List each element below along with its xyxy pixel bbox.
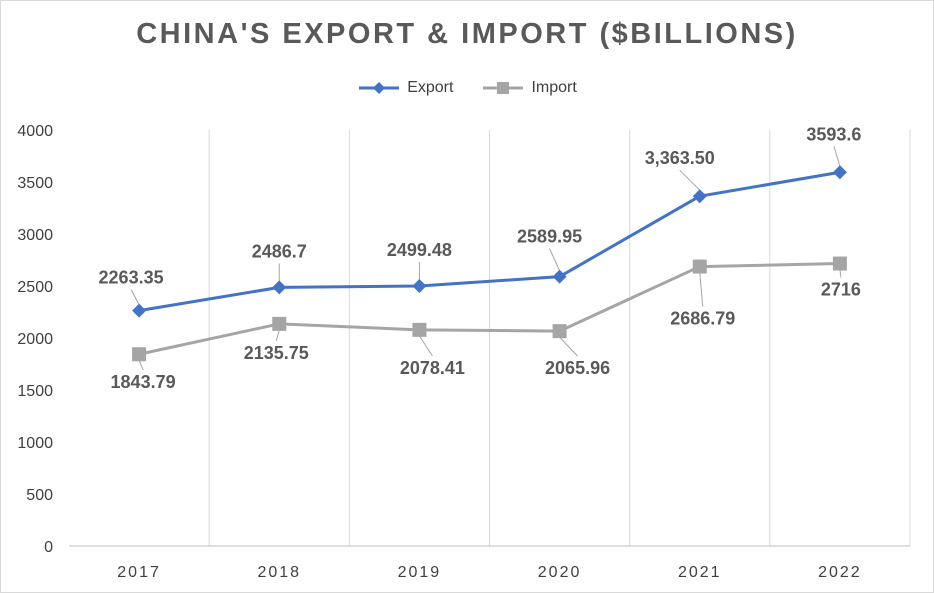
data-label-export: 2499.48 <box>387 240 452 260</box>
legend-item-export: Export <box>357 79 453 97</box>
x-tick-label: 2020 <box>538 564 582 581</box>
data-label-export: 3,363.50 <box>645 148 715 168</box>
series-line-import <box>138 262 840 356</box>
y-tick-label: 2500 <box>17 279 53 296</box>
data-point-export <box>272 280 287 295</box>
x-tick-label: 2022 <box>818 564 862 581</box>
data-point-import <box>272 316 287 331</box>
y-tick-label: 1000 <box>17 435 53 452</box>
legend-import-label: Import <box>531 79 577 96</box>
x-tick-label: 2019 <box>398 564 442 581</box>
data-point-export <box>552 269 567 284</box>
y-tick-label: 1500 <box>17 383 53 400</box>
data-label-export: 3593.6 <box>806 124 861 144</box>
data-label-leader <box>559 336 578 357</box>
data-point-import <box>692 259 707 274</box>
data-label-export: 2486.7 <box>252 241 307 261</box>
data-label-leader <box>679 169 701 191</box>
legend-export-label: Export <box>407 79 454 96</box>
data-point-import <box>832 256 847 271</box>
data-label-import: 2065.96 <box>545 358 610 378</box>
data-point-export <box>692 189 707 204</box>
legend-import-swatch-icon <box>483 82 524 94</box>
x-tick-label: 2021 <box>678 564 722 581</box>
chart-title: CHINA'S EXPORT & IMPORT ($BILLIONS) <box>136 18 798 50</box>
data-label-leader <box>130 289 140 305</box>
y-tick-label: 500 <box>26 487 53 504</box>
data-point-export <box>412 279 427 294</box>
legend-export-swatch-icon <box>359 82 400 94</box>
legend-item-import: Import <box>481 79 577 97</box>
data-label-import: 1843.79 <box>111 372 176 392</box>
y-tick-label: 2000 <box>17 331 53 348</box>
data-label-leader <box>418 335 433 357</box>
data-point-export <box>132 303 147 318</box>
data-point-import <box>552 324 567 339</box>
data-point-import <box>412 322 427 337</box>
data-label-leader <box>138 360 144 371</box>
data-label-export: 2263.35 <box>99 268 164 288</box>
series-line-export <box>138 170 841 313</box>
data-label-leader <box>275 329 280 342</box>
data-label-import: 2135.75 <box>244 343 309 363</box>
data-label-import: 2078.41 <box>400 358 465 378</box>
y-tick-label: 3500 <box>17 175 53 192</box>
y-tick-label: 3000 <box>17 227 53 244</box>
data-label-leader <box>839 269 842 278</box>
data-label-import: 2686.79 <box>670 309 735 329</box>
x-tick-label: 2018 <box>257 564 301 581</box>
data-label-import: 2716 <box>821 280 861 300</box>
data-label-export: 2589.95 <box>517 227 582 247</box>
x-tick-label: 2017 <box>117 564 161 581</box>
legend: Export Import <box>0 79 934 97</box>
y-tick-label: 0 <box>44 539 53 556</box>
data-label-leader <box>833 146 841 167</box>
data-label-leader <box>699 272 704 307</box>
data-point-import <box>132 347 147 362</box>
data-point-export <box>832 165 847 180</box>
y-tick-label: 4000 <box>17 123 53 140</box>
data-label-leader <box>549 248 561 271</box>
